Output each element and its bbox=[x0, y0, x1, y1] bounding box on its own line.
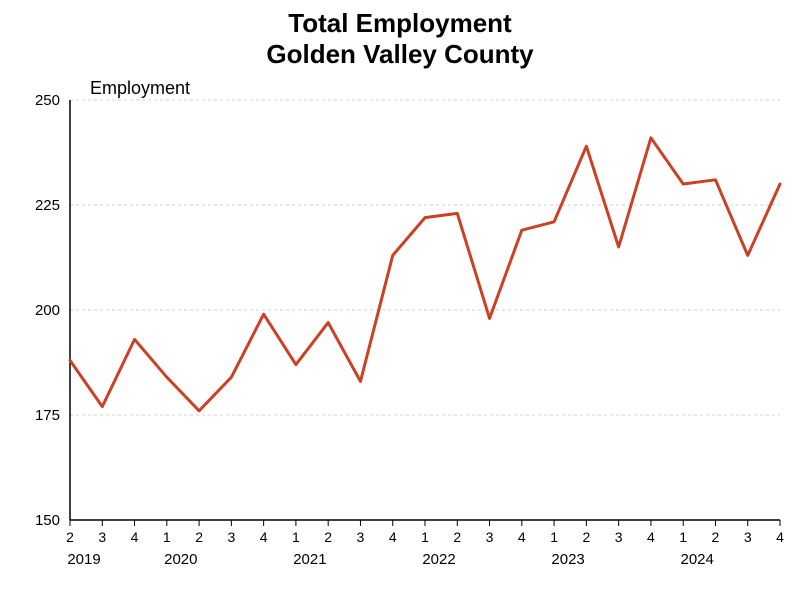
x-year-label: 2020 bbox=[164, 551, 197, 568]
x-year-label: 2023 bbox=[551, 551, 584, 568]
x-quarter-label: 2 bbox=[712, 529, 720, 545]
x-year-label: 2019 bbox=[67, 551, 100, 568]
x-quarter-label: 3 bbox=[744, 529, 752, 545]
x-quarter-label: 1 bbox=[163, 529, 171, 545]
employment-chart: Total Employment Golden Valley County Em… bbox=[0, 0, 800, 600]
x-quarter-label: 3 bbox=[615, 529, 623, 545]
x-year-label: 2022 bbox=[422, 551, 455, 568]
x-quarter-label: 2 bbox=[66, 529, 74, 545]
x-year-label: 2024 bbox=[680, 551, 713, 568]
x-quarter-label: 2 bbox=[582, 529, 590, 545]
x-quarter-label: 4 bbox=[647, 529, 655, 545]
x-quarter-label: 2 bbox=[453, 529, 461, 545]
x-quarter-label: 3 bbox=[98, 529, 106, 545]
y-tick-label: 225 bbox=[35, 197, 60, 214]
x-quarter-label: 4 bbox=[260, 529, 268, 545]
x-quarter-label: 2 bbox=[324, 529, 332, 545]
y-tick-label: 200 bbox=[35, 302, 60, 319]
chart-canvas: 150 175 200 225 250 2 3 4 1 2 3 4 1 2 3 4 1 2 3 4 1 2 3 4 1 2 3 4 20… bbox=[0, 0, 800, 600]
x-quarter-label: 1 bbox=[550, 529, 558, 545]
x-quarter-label: 4 bbox=[776, 529, 784, 545]
x-quarter-label: 3 bbox=[486, 529, 494, 545]
y-tick-label: 250 bbox=[35, 92, 60, 109]
x-quarter-label: 4 bbox=[389, 529, 397, 545]
x-quarter-label: 1 bbox=[679, 529, 687, 545]
data-line bbox=[70, 138, 780, 411]
y-tick-label: 175 bbox=[35, 407, 60, 424]
x-quarter-label: 4 bbox=[518, 529, 526, 545]
x-quarter-label: 3 bbox=[357, 529, 365, 545]
x-quarter-label: 4 bbox=[131, 529, 139, 545]
x-quarter-label: 1 bbox=[421, 529, 429, 545]
x-quarter-label: 2 bbox=[195, 529, 203, 545]
y-tick-label: 150 bbox=[35, 512, 60, 529]
x-quarter-label: 3 bbox=[227, 529, 235, 545]
x-quarter-label: 1 bbox=[292, 529, 300, 545]
x-year-label: 2021 bbox=[293, 551, 326, 568]
